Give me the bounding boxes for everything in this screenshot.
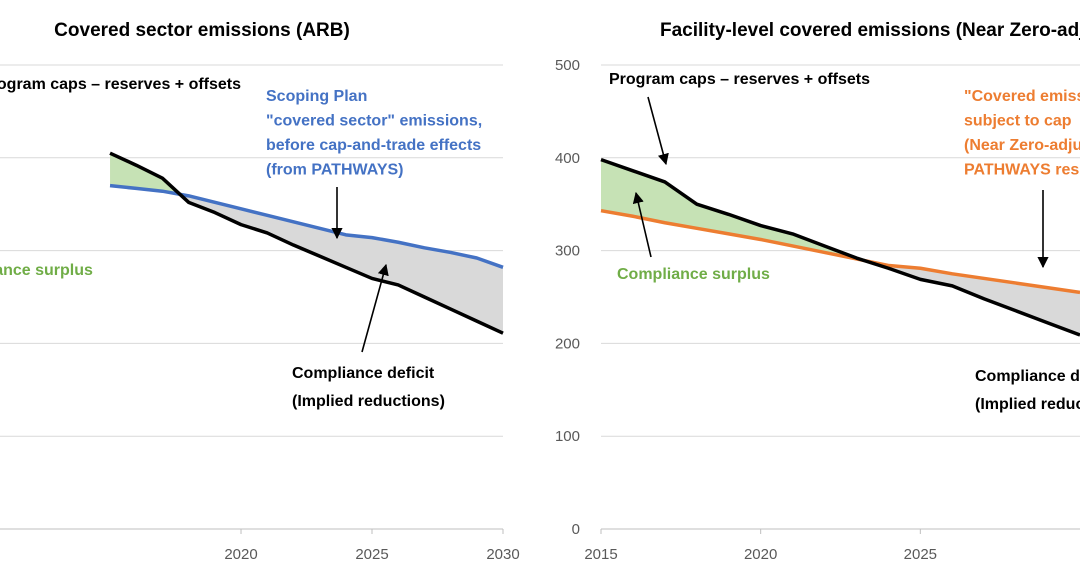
annotation-line: "Covered emissions": [964, 88, 1080, 105]
gridlines: [0, 64, 503, 437]
annotation-line: Compliance deficit: [292, 365, 435, 382]
x-axis: [600, 528, 1080, 534]
compliance-surplus-area: [110, 153, 180, 195]
tick-labels: 2015 2020 2025 0 100 200 300 400 500: [555, 57, 937, 563]
series-lines: [109, 151, 504, 335]
x-tick-label: 2025: [904, 546, 937, 563]
x-tick-label: 2025: [355, 546, 388, 563]
annotation-caps: Program caps – reserves + offsets: [0, 76, 241, 93]
series-line-covered-emissions: [600, 208, 1080, 295]
annotation-covered-emissions: "Covered emissions" subject to cap (Near Z…: [964, 88, 1080, 179]
annotation-line: Compliance surplus: [0, 262, 93, 279]
y-tick-label: 500: [555, 57, 580, 74]
y-tick-label: 300: [555, 243, 580, 260]
chart-covered-sector: 2020 2025 2030 Covered sector emissions (A…: [0, 20, 520, 563]
annotation-line: "covered sector" emissions,: [266, 113, 482, 130]
annotation-compliance-deficit: Compliance deficit (Implied reductions): [975, 368, 1080, 413]
annotation-line: Compliance surplus: [617, 266, 770, 283]
x-tick-label: 2030: [486, 546, 519, 563]
y-tick-label: 400: [555, 150, 580, 167]
annotation-compliance-deficit: Compliance deficit (Implied reductions): [292, 365, 445, 410]
annotation-compliance-surplus: Compliance surplus: [0, 262, 93, 279]
series-line-covered-emissions: [109, 183, 504, 269]
chart-title: Facility-level covered emissions (Near Z…: [660, 20, 1080, 41]
x-tick-label: 2015: [584, 546, 617, 563]
series-line-program-caps: [109, 151, 504, 335]
y-tick-label: 100: [555, 428, 580, 445]
annotation-line: (Near Zero-adjusted: [964, 137, 1080, 154]
tick-labels: 2020 2025 2030: [224, 546, 519, 563]
arrow-compliance-surplus: [632, 191, 652, 258]
annotation-line: Scoping Plan: [266, 88, 367, 105]
arrow-compliance-deficit: [361, 263, 389, 353]
y-tick-label: 0: [572, 521, 580, 538]
annotation-line: Program caps – reserves + offsets: [609, 71, 870, 88]
series-lines: [600, 158, 1080, 337]
annotation-caps: Program caps – reserves + offsets: [609, 71, 870, 88]
annotation-line: (from PATHWAYS): [266, 162, 403, 179]
annotation-line: (Implied reductions): [292, 393, 445, 410]
x-tick-label: 2020: [224, 546, 257, 563]
chart-facility-level: 2015 2020 2025 0 100 200 300 400 500 Facility-le…: [555, 20, 1080, 563]
series-line-program-caps: [600, 158, 1080, 337]
annotation-line: before cap-and-trade effects: [266, 137, 481, 154]
annotation-line: subject to cap: [964, 113, 1072, 130]
chart-title: Covered sector emissions (ARB): [54, 20, 350, 41]
annotation-line: PATHWAYS results): [964, 162, 1080, 179]
y-tick-label: 200: [555, 335, 580, 352]
annotation-line: (Implied reductions): [975, 396, 1080, 413]
x-axis: [0, 528, 504, 534]
x-tick-label: 2020: [744, 546, 777, 563]
arrow-caps: [647, 96, 669, 166]
compliance-deficit-area: [864, 260, 1080, 336]
annotation-line: Compliance deficit: [975, 368, 1080, 385]
annotation-scoping-plan: Scoping Plan "covered sector" emissions, b…: [266, 88, 482, 179]
annotation-line: Program caps – reserves + offsets: [0, 76, 241, 93]
annotation-compliance-surplus: Compliance surplus: [617, 266, 770, 283]
